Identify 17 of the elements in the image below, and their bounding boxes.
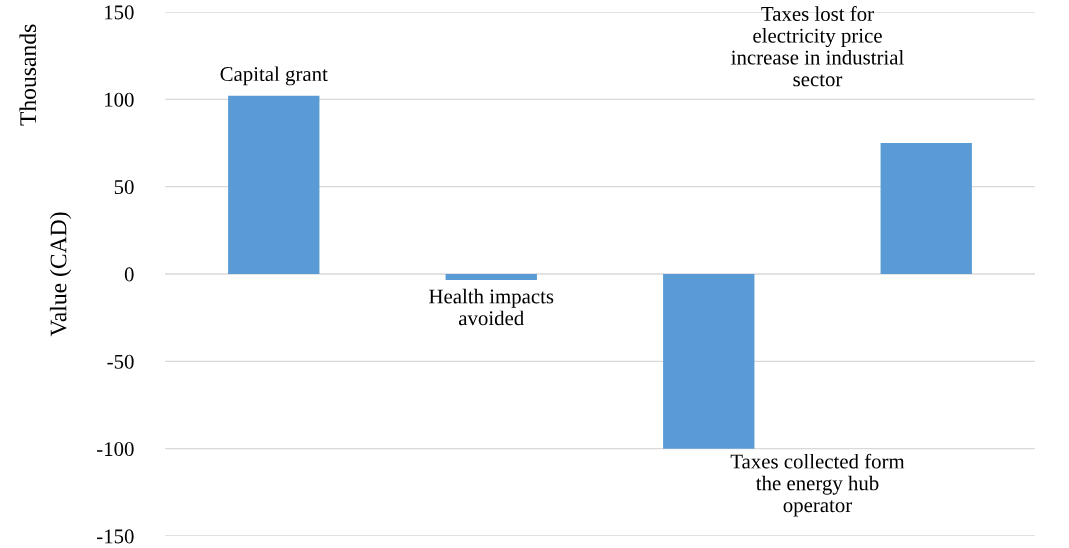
y-tick-label: -150 bbox=[97, 529, 134, 544]
y-tick-label: -50 bbox=[107, 354, 134, 369]
annotation: Health impacts avoided bbox=[429, 288, 554, 326]
annotation: Taxes collected form the energy hub operator bbox=[730, 453, 905, 517]
bar bbox=[663, 274, 755, 449]
annotation: Taxes lost for electricity price increase in industrial sector bbox=[731, 6, 904, 87]
bar bbox=[228, 95, 320, 274]
y-tick-label: 0 bbox=[124, 267, 134, 282]
y-tick-label: 100 bbox=[105, 92, 134, 107]
text: Thousands bbox=[19, 24, 37, 126]
y-tick-label: -100 bbox=[97, 442, 134, 457]
annotation: Capital grant bbox=[220, 66, 328, 86]
y-tick-label: 50 bbox=[114, 180, 134, 195]
y-tick-label: 150 bbox=[105, 5, 134, 20]
bar bbox=[445, 274, 537, 281]
bar bbox=[880, 143, 972, 274]
y-axis-title: Value (CAD) bbox=[49, 212, 72, 337]
